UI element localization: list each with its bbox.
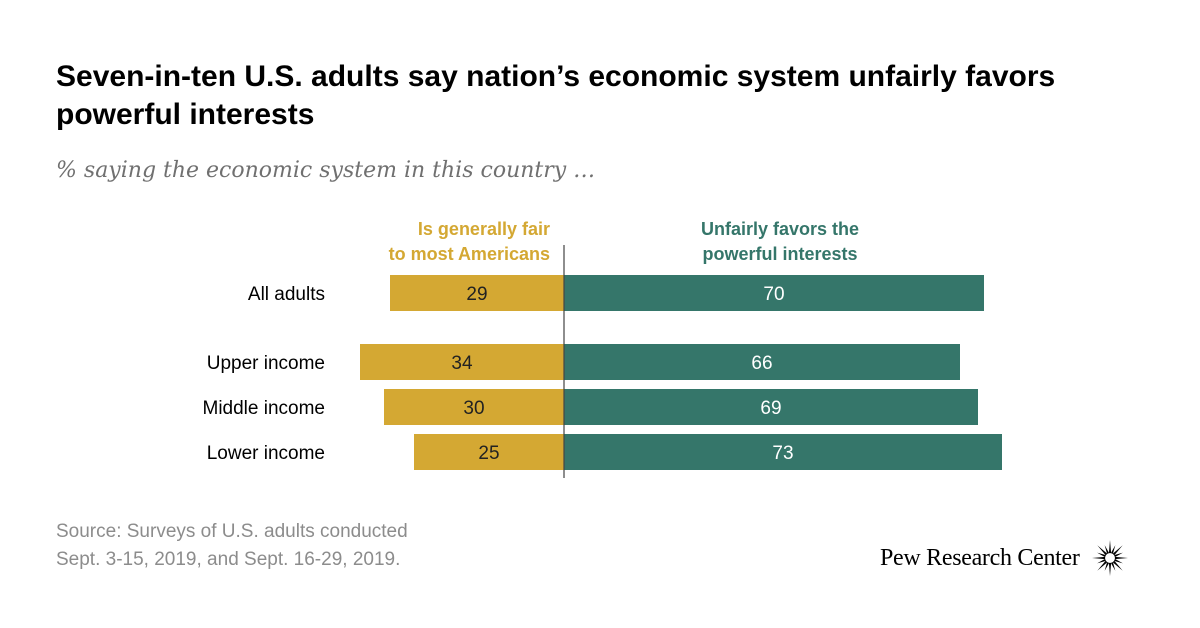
value-label-unfair-0: 70	[763, 284, 784, 305]
legend-fair-line-2: to most Americans	[389, 244, 550, 264]
bars-layer	[360, 245, 1002, 478]
pew-sunburst-icon	[1091, 540, 1128, 576]
legend-unfair-line-1: Unfairly favors the	[701, 219, 859, 239]
bar-fair-3	[414, 434, 564, 470]
bar-unfair-2	[564, 389, 978, 425]
diverging-bar-chart: Is generally fair to most Americans Unfair…	[203, 219, 1002, 478]
value-label-unfair-3: 73	[772, 443, 793, 464]
legend-fair-line-1: Is generally fair	[418, 219, 550, 239]
category-label-3: Lower income	[207, 443, 325, 464]
value-label-fair-1: 34	[451, 353, 473, 374]
value-label-unfair-1: 66	[751, 353, 772, 374]
value-label-fair-0: 29	[466, 284, 487, 305]
bar-unfair-1	[564, 344, 960, 380]
pew-logo: Pew Research Center	[880, 538, 1130, 578]
value-label-fair-2: 30	[463, 398, 484, 419]
bar-fair-0	[390, 275, 564, 311]
category-label-2: Middle income	[203, 398, 326, 419]
source-line-2: Sept. 3-15, 2019, and Sept. 16-29, 2019.	[56, 549, 401, 570]
value-label-fair-3: 25	[478, 443, 499, 464]
bar-unfair-0	[564, 275, 984, 311]
source-line-1: Source: Surveys of U.S. adults conducted	[56, 521, 408, 542]
category-label-0: All adults	[248, 284, 325, 305]
value-label-unfair-2: 69	[760, 398, 781, 419]
chart-subtitle: % saying the economic system in this cou…	[56, 158, 596, 183]
category-label-1: Upper income	[207, 353, 325, 374]
bar-fair-2	[384, 389, 564, 425]
labels-layer: Is generally fair to most Americans Unfair…	[203, 219, 860, 464]
chart-title: Seven-in-ten U.S. adults say nation’s ec…	[56, 60, 1056, 131]
source-note: Source: Surveys of U.S. adults conducted…	[56, 518, 656, 574]
legend-unfair-line-2: powerful interests	[702, 244, 857, 264]
bar-fair-1	[360, 344, 564, 380]
bar-unfair-3	[564, 434, 1002, 470]
logo-text: Pew Research Center	[880, 544, 1080, 571]
